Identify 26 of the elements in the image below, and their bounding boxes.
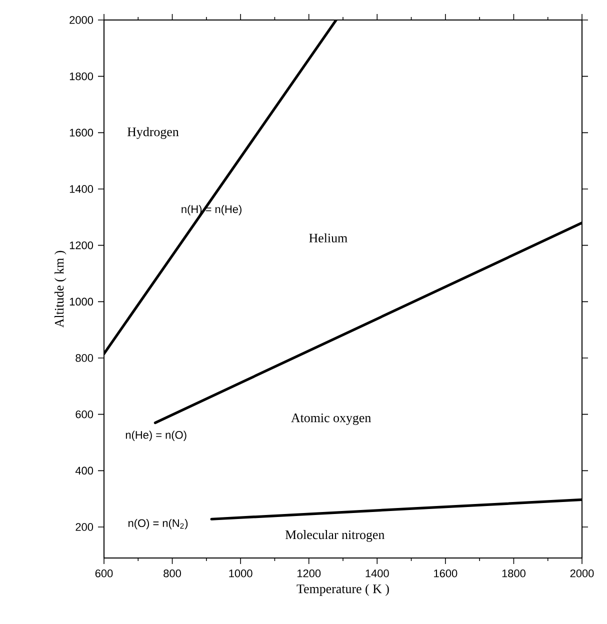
y-tick-label: 1800 (70, 72, 94, 80)
annotation: n(He) = n(O) (126, 430, 186, 441)
x-tick-label: 600 (95, 570, 113, 578)
y-tick-label: 1200 (70, 241, 94, 250)
x-tick-label: 1000 (229, 570, 252, 578)
annotation: Helium (309, 233, 348, 242)
annotation: Atomic oxygen (291, 414, 371, 425)
x-tick-label: 1400 (366, 570, 389, 578)
y-tick-label: 800 (76, 354, 94, 362)
x-tick-label: 1600 (434, 570, 458, 578)
y-tick-label: 400 (75, 466, 94, 475)
y-tick-label: 200 (76, 523, 94, 531)
annotation: Molecular nitrogen (285, 530, 385, 542)
x-tick-label: 1800 (502, 570, 526, 578)
y-tick-label: 1000 (70, 298, 94, 306)
x-axis-title: Temperature ( K ) (296, 584, 389, 596)
y-tick-label: 1400 (70, 185, 94, 193)
x-tick-label: 2000 (570, 570, 594, 578)
annotation: n(O) = n(N$_{2}$) (128, 518, 188, 530)
y-axis-title: Altitude ( km ) (54, 250, 66, 328)
x-tick-label: 1200 (297, 570, 321, 578)
x-tick-label: 800 (164, 570, 181, 578)
y-tick-label: 2000 (70, 16, 94, 24)
y-tick-label: 600 (76, 410, 94, 418)
y-tick-label: 1600 (70, 128, 94, 137)
annotation: Hydrogen (127, 127, 179, 139)
